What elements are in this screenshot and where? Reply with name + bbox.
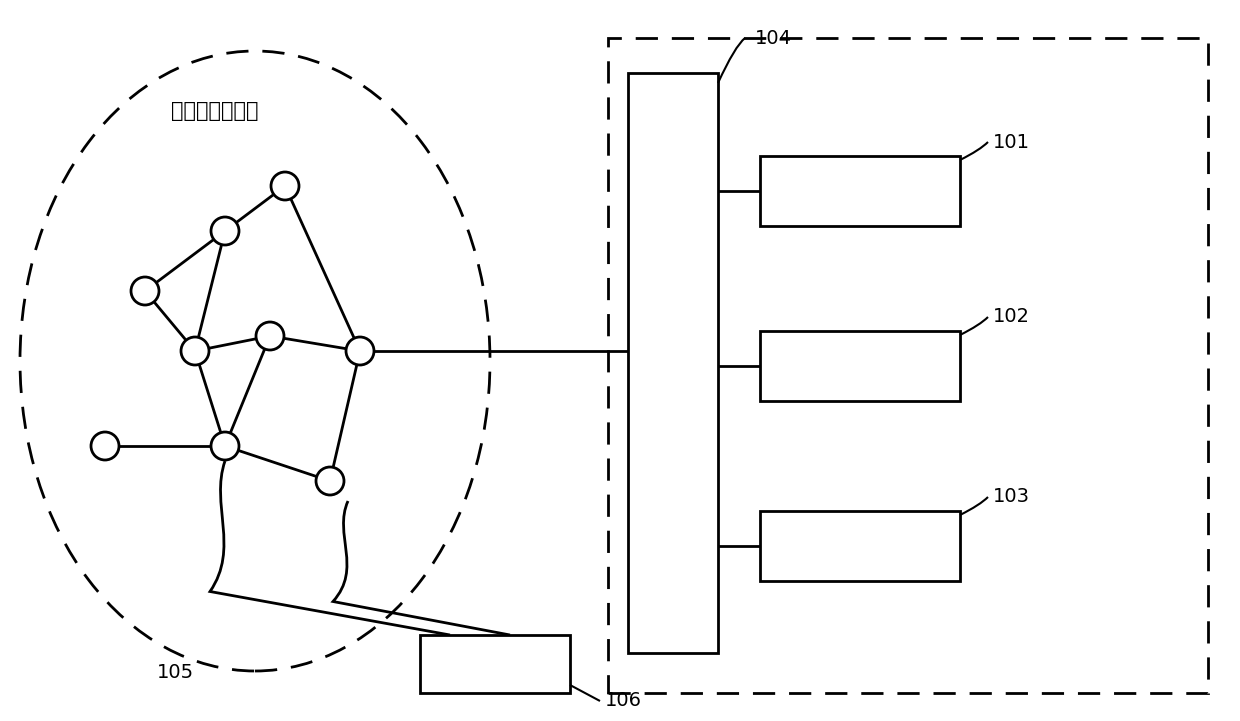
Text: 确认模块: 确认模块	[835, 536, 885, 556]
Circle shape	[131, 277, 159, 305]
Text: 用户认证端: 用户认证端	[828, 356, 892, 376]
Text: 客户端: 客户端	[476, 654, 513, 674]
Text: 106: 106	[605, 691, 642, 710]
Text: 101: 101	[993, 133, 1030, 151]
Circle shape	[91, 432, 119, 460]
Text: 103: 103	[993, 487, 1030, 506]
Circle shape	[181, 337, 210, 365]
Text: 采集设备: 采集设备	[835, 181, 885, 201]
Circle shape	[211, 432, 239, 460]
Bar	[420, 635, 570, 693]
Bar	[760, 331, 960, 401]
Text: 102: 102	[993, 307, 1030, 327]
Text: 区块链节点网络: 区块链节点网络	[171, 101, 259, 121]
Bar	[608, 38, 1208, 693]
Text: 104: 104	[755, 29, 792, 48]
Bar	[627, 73, 718, 653]
Text: 生成模
块: 生成模 块	[655, 342, 692, 384]
Bar	[760, 156, 960, 226]
Text: 105: 105	[156, 663, 193, 683]
Bar	[760, 511, 960, 581]
Circle shape	[211, 217, 239, 245]
Circle shape	[346, 337, 374, 365]
Circle shape	[272, 172, 299, 200]
Circle shape	[316, 467, 343, 495]
Circle shape	[255, 322, 284, 350]
